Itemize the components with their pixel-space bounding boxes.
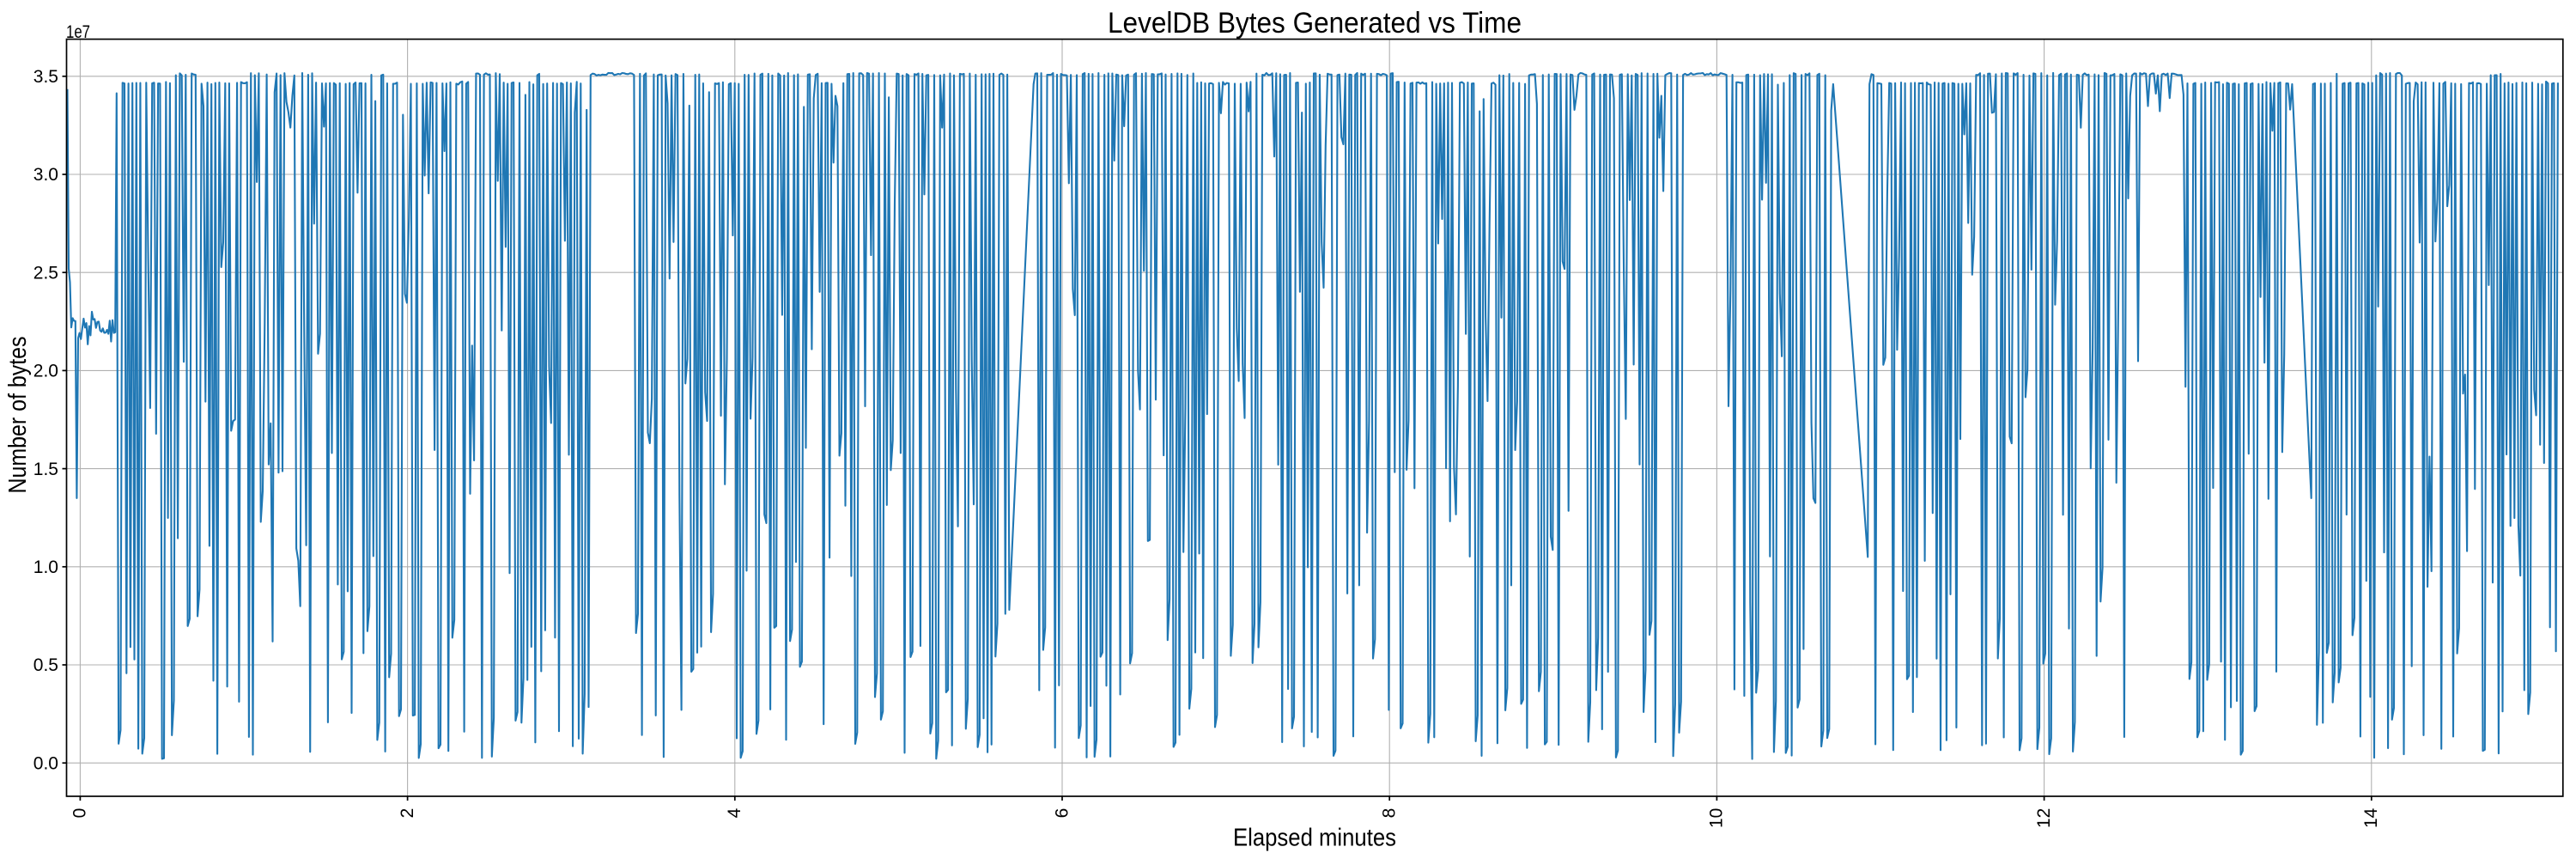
svg-text:0.0: 0.0	[33, 753, 58, 773]
svg-text:4: 4	[725, 807, 744, 818]
svg-text:2.0: 2.0	[33, 362, 58, 381]
svg-text:14: 14	[2361, 807, 2381, 828]
svg-text:1.5: 1.5	[33, 460, 58, 479]
svg-text:LevelDB Bytes Generated vs Tim: LevelDB Bytes Generated vs Time	[1108, 7, 1522, 40]
svg-text:Elapsed minutes: Elapsed minutes	[1233, 825, 1396, 852]
svg-text:3.5: 3.5	[33, 67, 58, 87]
svg-text:2.5: 2.5	[33, 263, 58, 283]
svg-text:1.0: 1.0	[33, 557, 58, 577]
svg-text:0.5: 0.5	[33, 655, 58, 675]
svg-text:2: 2	[398, 808, 417, 819]
svg-text:3.0: 3.0	[33, 165, 58, 185]
svg-text:Number of bytes: Number of bytes	[4, 337, 32, 494]
svg-text:6: 6	[1052, 808, 1072, 819]
svg-text:1e7: 1e7	[66, 22, 90, 42]
svg-text:8: 8	[1380, 808, 1400, 819]
svg-text:10: 10	[1707, 808, 1727, 828]
svg-text:12: 12	[2034, 808, 2054, 828]
svg-text:0: 0	[70, 808, 90, 819]
